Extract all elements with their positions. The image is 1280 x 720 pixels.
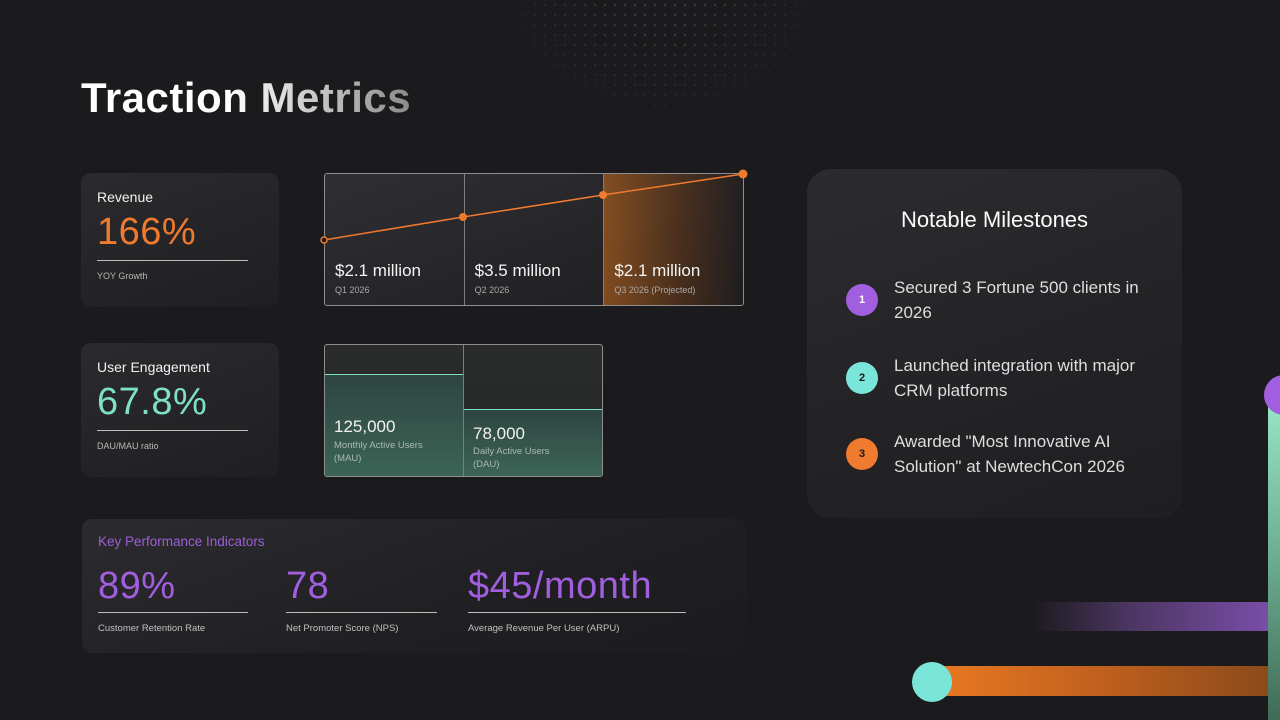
divider — [286, 612, 437, 613]
mau-bar — [325, 374, 463, 476]
milestone-text: Launched integration with major CRM plat… — [894, 356, 1135, 400]
kpi-caption: Net Promoter Score (NPS) — [286, 623, 399, 634]
revenue-amount: $3.5 million — [474, 261, 561, 280]
revenue-growth-value: 166% — [97, 211, 197, 253]
revenue-amount: $2.1 million — [335, 261, 421, 280]
kpi-caption: Customer Retention Rate — [98, 623, 206, 634]
milestone-number-badge: 3 — [846, 438, 878, 470]
milestone-text: Awarded "Most Innovative AI Solution" at… — [894, 432, 1125, 476]
milestone-item: 3 Awarded "Most Innovative AI Solution" … — [846, 429, 1154, 479]
decorative-orange-bar — [930, 666, 1270, 696]
revenue-period: Q2 2026 — [474, 285, 510, 295]
kpi-heading: Key Performance Indicators — [98, 534, 265, 549]
dau-caption-line1: Daily Active Users — [473, 446, 550, 457]
engagement-card: User Engagement 67.8% DAU/MAU ratio — [81, 343, 279, 477]
revenue-period: Q1 2026 — [335, 285, 370, 295]
divider — [97, 430, 248, 431]
kpi-value: 78 — [286, 565, 330, 607]
kpi-value: $45/month — [468, 565, 653, 607]
decorative-purple-dot — [1264, 375, 1280, 415]
dau-caption: Daily Active Users (DAU) — [473, 445, 593, 471]
revenue-card: Revenue 166% YOY Growth — [81, 173, 279, 307]
engagement-value: 67.8% — [97, 381, 208, 423]
milestones-heading: Notable Milestones — [900, 207, 1089, 232]
mau-caption-line2: (MAU) — [334, 453, 362, 464]
milestone-number-badge: 1 — [846, 284, 878, 316]
engagement-caption: DAU/MAU ratio — [97, 441, 159, 451]
revenue-label: Revenue — [97, 189, 154, 205]
revenue-column-q1: $2.1 million Q1 2026 — [325, 174, 465, 305]
background-dot-pattern — [500, 0, 860, 160]
milestone-item: 2 Launched integration with major CRM pl… — [846, 353, 1154, 403]
dau-bar — [464, 409, 602, 476]
kpi-arpu: $45/month Average Revenue Per User (ARPU… — [468, 565, 686, 634]
engagement-label: User Engagement — [97, 359, 210, 375]
milestones-panel: Notable Milestones 1 Secured 3 Fortune 5… — [807, 169, 1182, 518]
revenue-column-q3-projected: $2.1 million Q3 2026 (Projected) — [604, 174, 743, 305]
revenue-amount: $2.1 million — [614, 261, 701, 280]
dau-column: 78,000 Daily Active Users (DAU) — [464, 345, 602, 476]
mau-caption: Monthly Active Users (MAU) — [334, 439, 454, 465]
divider — [97, 260, 248, 261]
decorative-green-vertical-bar — [1268, 392, 1280, 720]
kpi-value: 89% — [98, 565, 176, 607]
kpi-panel: Key Performance Indicators 89% Customer … — [82, 519, 746, 653]
kpi-retention: 89% Customer Retention Rate — [98, 565, 248, 634]
mau-value: 125,000 — [334, 417, 396, 436]
dau-value: 78,000 — [473, 424, 525, 443]
divider — [98, 612, 248, 613]
page-title: Traction Metrics — [81, 74, 412, 121]
kpi-nps: 78 Net Promoter Score (NPS) — [286, 565, 437, 634]
revenue-column-q2: $3.5 million Q2 2026 — [465, 174, 605, 305]
decorative-purple-bar — [1030, 602, 1270, 631]
dau-caption-line2: (DAU) — [473, 459, 500, 470]
revenue-quarterly-chart: $2.1 million Q1 2026 $3.5 million Q2 202… — [324, 173, 744, 306]
mau-column: 125,000 Monthly Active Users (MAU) — [325, 345, 464, 476]
decorative-teal-dot — [912, 662, 952, 702]
active-users-chart: 125,000 Monthly Active Users (MAU) 78,00… — [324, 344, 603, 477]
milestone-item: 1 Secured 3 Fortune 500 clients in 2026 — [846, 275, 1154, 325]
revenue-period: Q3 2026 (Projected) — [614, 285, 696, 295]
revenue-caption: YOY Growth — [97, 271, 148, 281]
kpi-caption: Average Revenue Per User (ARPU) — [468, 623, 620, 634]
milestone-number-badge: 2 — [846, 362, 878, 394]
milestone-text: Secured 3 Fortune 500 clients in 2026 — [894, 278, 1139, 322]
divider — [468, 612, 686, 613]
mau-caption-line1: Monthly Active Users — [334, 440, 423, 451]
